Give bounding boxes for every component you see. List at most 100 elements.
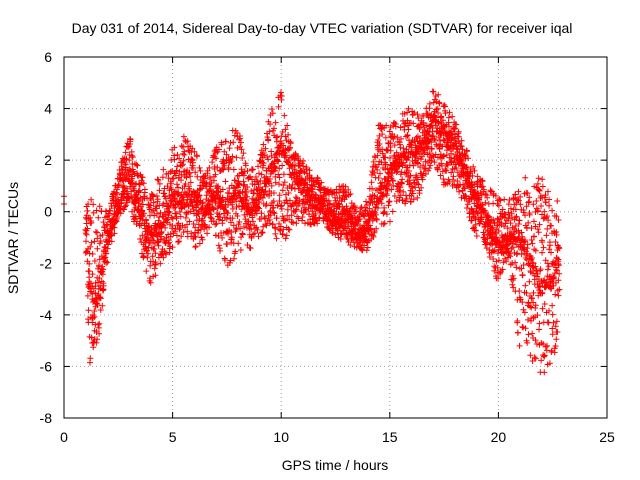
data-point [474,179,481,186]
data-point [539,249,546,256]
data-point [165,237,172,244]
data-point [237,143,244,150]
data-point [132,199,139,206]
data-point [277,89,284,96]
data-point [224,241,231,248]
data-point [104,245,111,252]
data-point [544,213,551,220]
data-point [279,187,286,194]
data-point [528,225,535,232]
data-point [516,217,523,224]
data-point [93,207,100,214]
data-point [99,263,106,270]
data-point [86,260,93,267]
data-point [407,172,414,179]
data-point [99,302,106,309]
data-point [373,164,380,171]
data-point [379,131,386,138]
data-point [525,331,532,338]
data-point [425,167,432,174]
data-point [273,235,280,242]
data-point [185,192,192,199]
data-point [223,151,230,158]
data-point [550,282,557,289]
data-point [143,268,150,275]
data-point [491,219,498,226]
data-point [218,139,225,146]
data-point [192,224,199,231]
data-point [417,164,424,171]
data-point [86,268,93,275]
data-point [144,254,151,261]
data-point [277,223,284,230]
data-point [212,155,219,162]
data-point [256,205,263,212]
y-axis-label: SDTVAR / TECUs [5,182,21,294]
data-point [451,181,458,188]
data-point [441,101,448,108]
x-tick-label: 20 [491,429,507,445]
data-point [168,180,175,187]
data-point [490,256,497,263]
data-point [373,225,380,232]
data-point [117,210,124,217]
data-point [375,175,382,182]
data-point [219,165,226,172]
data-point [513,264,520,271]
data-point [505,201,512,208]
data-point [97,307,104,314]
data-point [166,249,173,256]
data-point [544,319,551,326]
data-point [520,209,527,216]
data-point [433,98,440,105]
data-point [139,201,146,208]
data-point [479,202,486,209]
data-points [61,88,563,376]
data-point [220,205,227,212]
data-point [463,164,470,171]
data-point [380,221,387,228]
data-point [420,162,427,169]
data-point [520,306,527,313]
data-point [388,186,395,193]
data-point [84,207,91,214]
data-point [501,255,508,262]
data-point [534,207,541,214]
data-point [236,132,243,139]
data-point [276,192,283,199]
data-point [258,210,265,217]
data-point [375,136,382,143]
data-point [529,330,536,337]
data-point [374,199,381,206]
data-point [91,257,98,264]
data-point [361,213,368,220]
data-point [256,170,263,177]
data-point [168,157,175,164]
data-point [237,225,244,232]
data-point [391,133,398,140]
data-point [512,259,519,266]
data-point [463,204,470,211]
y-tick-label: 4 [44,101,52,117]
data-point [394,134,401,141]
data-point [124,185,131,192]
data-point [387,124,394,131]
data-point [177,213,184,220]
data-point [251,230,258,237]
data-point [145,234,152,241]
data-point [263,222,270,229]
data-point [92,228,99,235]
data-point [207,207,214,214]
data-point [287,144,294,151]
data-point [471,167,478,174]
data-point [285,131,292,138]
data-point [372,162,379,169]
data-point [145,250,152,257]
data-point [148,196,155,203]
data-point [253,224,260,231]
data-point [243,193,250,200]
data-point [404,109,411,116]
data-point [436,100,443,107]
data-point [525,219,532,226]
data-point [259,229,266,236]
